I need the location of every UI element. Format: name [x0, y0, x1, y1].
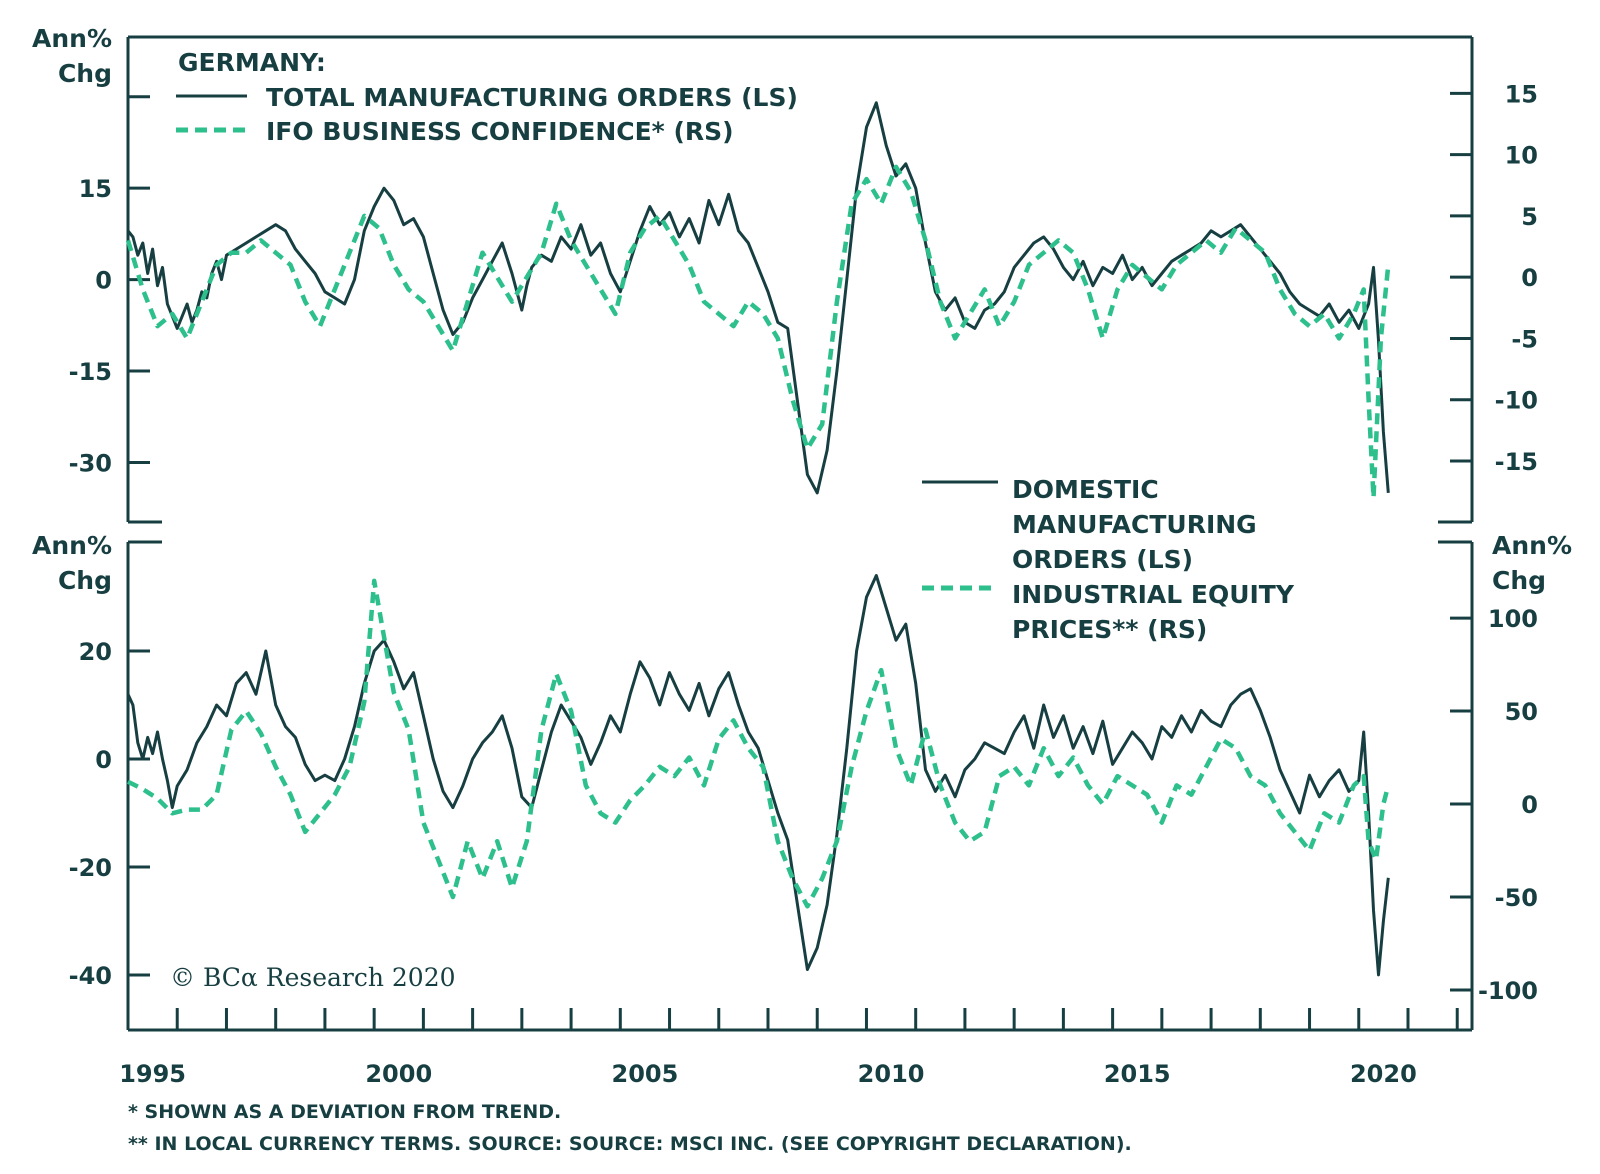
x-tick-label: 2010 — [858, 1060, 925, 1088]
bottom-series-solid — [126, 574, 1390, 977]
footnote-1: * SHOWN AS A DEVIATION FROM TREND. — [128, 1101, 561, 1123]
right-y-tick-label: -50 — [1495, 884, 1538, 912]
bottom-legend: DOMESTIC MANUFACTURING ORDERS (LS) INDUS… — [922, 475, 1295, 644]
right-y-tick-label: -5 — [1511, 325, 1538, 353]
bottom-legend-item-2-line-1: INDUSTRIAL EQUITY — [1012, 580, 1295, 609]
x-tick-label: 2005 — [612, 1060, 679, 1088]
left-y-tick-label: -30 — [69, 449, 112, 477]
left-y-tick-label: 0 — [95, 746, 112, 774]
x-tick-label: 2020 — [1350, 1060, 1417, 1088]
copyright-text: © BCα Research 2020 — [170, 963, 456, 992]
bottom-panel-frame — [126, 540, 1474, 1032]
x-axis-ticks: 1995 2000 2005 2010 2015 2020 — [119, 1008, 1459, 1088]
right-y-tick-label: -100 — [1478, 977, 1538, 1005]
bottom-panel-ticks: 20 0 -20 -40 100 50 0 -50 -100 — [69, 605, 1538, 1005]
right-y-tick-label: 100 — [1488, 605, 1538, 633]
bottom-left-axis-label-1: Ann% — [32, 531, 112, 560]
bottom-legend-item-1-line-1: DOMESTIC — [1012, 475, 1159, 504]
left-y-tick-label: 0 — [95, 267, 112, 295]
top-panel-ticks: 15 0 -15 -30 15 10 5 0 -5 -10 -15 — [69, 80, 1538, 477]
right-y-tick-label: 0 — [1521, 264, 1538, 292]
x-tick-label: 2015 — [1104, 1060, 1171, 1088]
x-tick-label: 2000 — [365, 1060, 432, 1088]
left-y-tick-label: -20 — [69, 854, 112, 882]
left-y-tick-label: 20 — [79, 638, 112, 666]
top-legend: GERMANY: TOTAL MANUFACTURING ORDERS (LS)… — [176, 48, 798, 146]
bottom-legend-item-1-line-3: ORDERS (LS) — [1012, 545, 1193, 574]
bottom-series-dashed — [126, 578, 1391, 909]
footnote-2: ** IN LOCAL CURRENCY TERMS. SOURCE: SOUR… — [128, 1133, 1132, 1155]
top-panel-series — [125, 101, 1391, 500]
right-y-tick-label: -10 — [1495, 387, 1538, 415]
top-legend-title: GERMANY: — [178, 48, 326, 77]
left-y-tick-label: -40 — [69, 962, 112, 990]
top-series-solid — [126, 101, 1390, 495]
bottom-legend-item-2-line-2: PRICES** (RS) — [1012, 615, 1207, 644]
right-y-tick-label: -15 — [1495, 448, 1538, 476]
right-y-tick-label: 50 — [1505, 698, 1538, 726]
left-y-tick-label: 15 — [79, 175, 112, 203]
top-legend-item-1: TOTAL MANUFACTURING ORDERS (LS) — [266, 83, 798, 112]
bottom-left-axis-label-2: Chg — [58, 566, 112, 595]
bottom-right-axis-label-2: Chg — [1492, 566, 1546, 595]
right-y-tick-label: 5 — [1521, 203, 1538, 231]
right-y-tick-label: 15 — [1505, 80, 1538, 108]
bottom-legend-item-1-line-2: MANUFACTURING — [1012, 510, 1257, 539]
x-tick-label: 1995 — [119, 1060, 186, 1088]
bottom-panel-series — [126, 574, 1391, 977]
top-series-dashed — [125, 164, 1391, 500]
bottom-right-axis-label-1: Ann% — [1492, 531, 1572, 560]
top-left-axis-label-1: Ann% — [32, 24, 112, 53]
right-y-tick-label: 0 — [1521, 791, 1538, 819]
top-legend-item-2: IFO BUSINESS CONFIDENCE* (RS) — [266, 117, 734, 146]
top-left-axis-label-2: Chg — [58, 59, 112, 88]
right-y-tick-label: 10 — [1505, 142, 1538, 170]
left-y-tick-label: -15 — [69, 358, 112, 386]
